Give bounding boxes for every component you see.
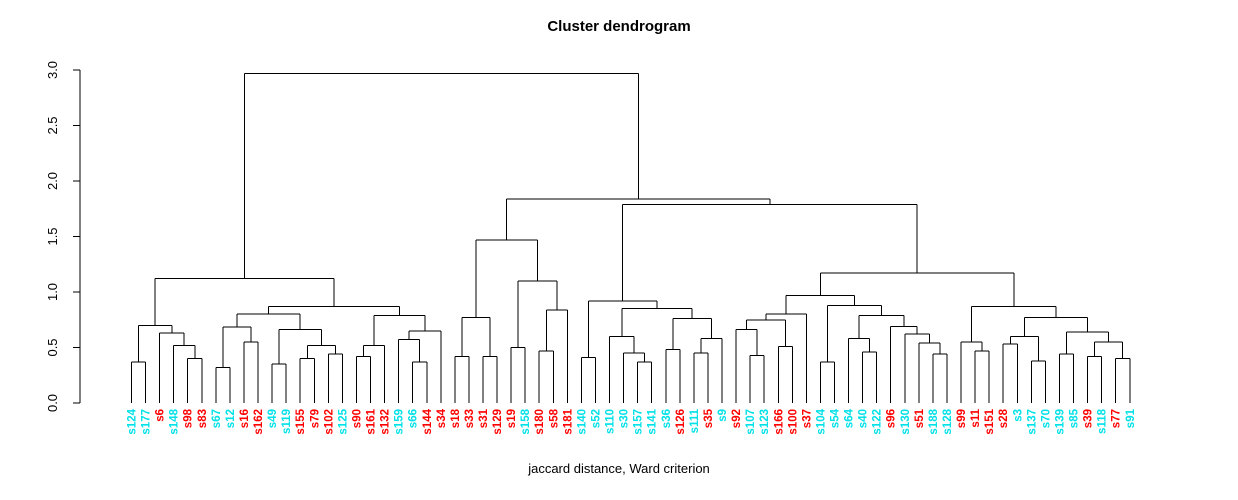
leaf-label: s161 [366, 408, 378, 434]
leaf-label: s118 [1097, 408, 1109, 434]
leaf-label: s37 [801, 409, 813, 428]
leaf-label: s54 [830, 408, 842, 428]
y-tick-label: 1.0 [45, 283, 60, 301]
chart-caption: jaccard distance, Ward criterion [528, 461, 710, 476]
leaf-label: s155 [295, 408, 307, 434]
leaf-label: s52 [590, 409, 602, 428]
leaf-label: s181 [562, 408, 574, 434]
leaf-label: s125 [337, 408, 349, 434]
dendrogram-tree [131, 72, 1131, 403]
leaf-label: s31 [478, 408, 490, 428]
leaf-label: s70 [1040, 409, 1052, 428]
leaf-label: s126 [675, 409, 687, 435]
leaf-label: s180 [534, 409, 546, 435]
leaf-label: s99 [956, 409, 968, 428]
leaf-label: s64 [844, 408, 856, 428]
leaf-label: s39 [1083, 409, 1095, 428]
leaf-label: s128 [942, 408, 954, 434]
leaf-label: s162 [253, 409, 265, 435]
leaf-label: s28 [998, 408, 1010, 428]
leaf-label: s34 [436, 408, 448, 428]
leaf-label: s177 [141, 409, 153, 435]
leaf-label: s35 [703, 408, 715, 428]
leaf-label: s9 [717, 409, 729, 422]
leaf-label: s148 [169, 408, 181, 434]
leaf-label: s104 [815, 408, 827, 434]
leaf-label: s144 [422, 408, 434, 434]
leaf-label: s159 [394, 409, 406, 435]
leaf-label: s123 [759, 409, 771, 435]
y-tick-label: 0.0 [45, 394, 60, 412]
leaf-label: s110 [605, 409, 617, 434]
leaf-label: s100 [787, 409, 799, 435]
leaf-label: s12 [225, 409, 237, 428]
leaf-label: s140 [576, 409, 588, 435]
leaf-label: s96 [886, 409, 898, 428]
y-tick-label: 0.5 [45, 338, 60, 356]
leaf-label: s83 [197, 409, 209, 428]
leaf-label: s157 [633, 409, 645, 435]
leaf-label: s49 [267, 409, 279, 428]
leaf-label: s91 [1125, 408, 1137, 428]
leaf-label: s79 [309, 409, 321, 428]
leaf-label: s137 [1026, 409, 1038, 435]
leaf-label: s130 [900, 409, 912, 435]
leaf-label: s90 [351, 409, 363, 428]
leaf-label: s124 [127, 408, 139, 434]
y-tick-label: 1.5 [45, 227, 60, 245]
leaf-label: s3 [1012, 409, 1024, 422]
leaf-label: s158 [520, 408, 532, 434]
leaf-label: s122 [872, 409, 884, 435]
leaf-label: s119 [281, 409, 293, 434]
leaf-label: s102 [323, 409, 335, 435]
leaf-label: s33 [464, 409, 476, 428]
chart-title: Cluster dendrogram [547, 18, 691, 35]
leaf-label: s188 [928, 408, 940, 434]
leaf-label: s6 [155, 409, 167, 422]
leaf-label: s77 [1111, 409, 1123, 428]
leaf-label: s92 [731, 409, 743, 428]
leaf-label: s107 [745, 409, 757, 435]
leaf-label: s16 [239, 409, 251, 428]
y-tick-label: 3.0 [45, 61, 60, 79]
leaf-label: s98 [183, 408, 195, 428]
leaf-label: s11 [970, 408, 982, 427]
leaf-label: s51 [914, 408, 926, 428]
y-tick-label: 2.0 [45, 172, 60, 190]
leaf-labels: s124 s177 s6 s148 s98 s83 s67 s12 s16 s162 s49 s119… [127, 408, 1137, 434]
leaf-label: s40 [858, 409, 870, 428]
leaf-label: s139 [1054, 409, 1066, 435]
leaf-label: s19 [506, 409, 518, 428]
y-tick-label: 2.5 [45, 116, 60, 134]
leaf-label: s18 [450, 408, 462, 428]
leaf-label: s67 [211, 409, 223, 428]
leaf-label: s132 [380, 409, 392, 435]
leaf-label: s58 [548, 408, 560, 428]
leaf-label: s30 [619, 409, 631, 428]
leaf-label: s85 [1069, 408, 1081, 428]
leaf-label: s151 [984, 408, 996, 434]
leaf-label: s66 [408, 409, 420, 428]
y-axis: 0.0 0.5 1.0 1.5 2.0 2.5 3.0 [45, 61, 81, 412]
leaf-label: s129 [492, 409, 504, 435]
leaf-label: s141 [647, 408, 659, 434]
leaf-label: s166 [773, 409, 785, 435]
leaf-label: s111 [689, 408, 701, 433]
leaf-label: s36 [661, 409, 673, 428]
